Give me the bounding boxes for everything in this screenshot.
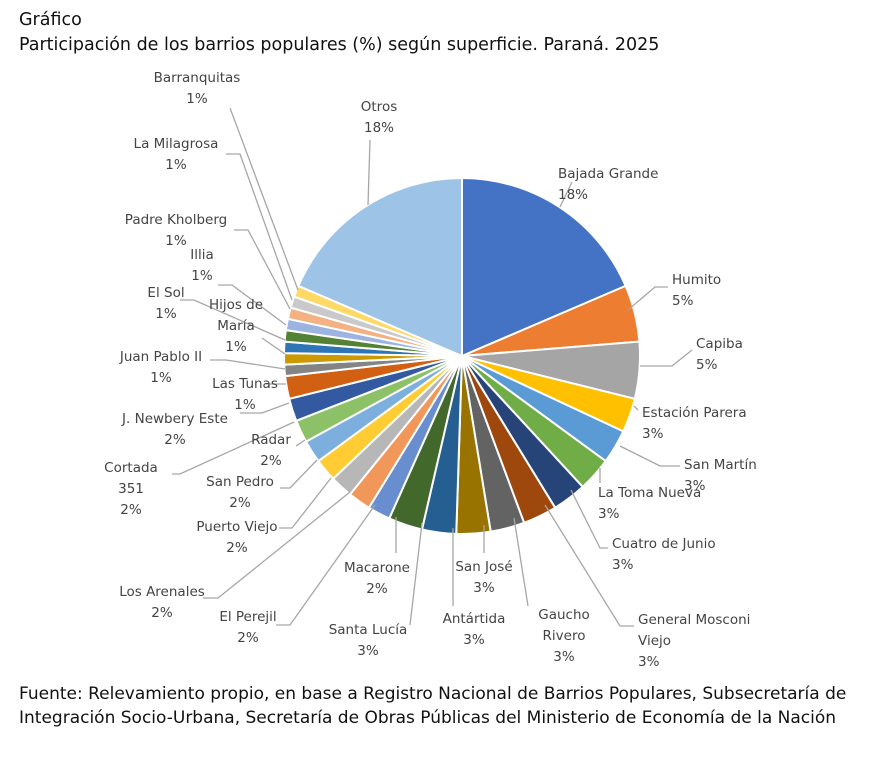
pie-slice <box>297 176 463 358</box>
slice-label: El Perejil 2% <box>219 609 276 646</box>
slice-label: Barranquitas 1% <box>154 70 241 107</box>
slice-label: Bajada Grande 18% <box>558 166 658 203</box>
slice-label: Humito 5% <box>672 272 721 309</box>
slice-label: Estación Parera 3% <box>642 405 747 442</box>
source-note-line-2: Integración Socio-Urbana, Secretaría de … <box>19 708 837 728</box>
leader-line <box>203 491 351 599</box>
slice-label: Santa Lucía 3% <box>329 622 408 659</box>
figure-label: Gráfico <box>19 10 82 30</box>
slice-label: Padre Kholberg 1% <box>125 212 227 249</box>
slice-label: General Mosconi Viejo 3% <box>638 612 750 670</box>
slice-labels: Bajada Grande 18% Humito 5% Capiba 5% Estación… <box>104 70 757 670</box>
slice-label: El Sol 1% <box>147 285 184 322</box>
leader-line <box>210 359 286 370</box>
leader-line <box>367 139 371 206</box>
leader-line <box>172 421 295 475</box>
leader-line <box>640 349 693 367</box>
leader-line <box>570 489 608 549</box>
leader-line <box>279 477 332 529</box>
leader-line <box>559 181 573 208</box>
slice-label: Cuatro de Junio 3% <box>612 536 716 573</box>
slice-label: Otros 18% <box>361 99 397 136</box>
slice-label: Las Tunas 1% <box>212 376 278 413</box>
slice-label: Illia 1% <box>190 247 214 284</box>
leader-line <box>295 439 306 447</box>
leader-line <box>261 337 286 355</box>
leader-line <box>409 522 423 626</box>
slice-label: Gaucho Rivero 3% <box>538 607 590 665</box>
leader-line <box>180 299 286 341</box>
slice-label: San Martín 3% <box>684 457 757 494</box>
slice-label: La Milagrosa 1% <box>134 136 219 173</box>
pie-chart: Bajada Grande 18% Humito 5% Capiba 5% Estación… <box>104 70 757 670</box>
leader-line <box>276 504 376 626</box>
leader-line <box>619 445 680 467</box>
source-note-line-1: Fuente: Relevamiento propio, en base a R… <box>19 684 847 704</box>
slice-label: Hijos de María 1% <box>209 297 263 355</box>
leader-line <box>633 405 639 411</box>
slice-label: Los Arenales 2% <box>119 584 205 621</box>
chart-title: Participación de los barrios populares (… <box>19 35 660 55</box>
slice-label: Antártida 3% <box>443 611 506 648</box>
pie-slice <box>461 176 627 358</box>
leader-line <box>513 517 529 607</box>
leader-line <box>280 459 318 489</box>
leader-line <box>240 402 290 414</box>
slice-label: San Pedro 2% <box>206 474 274 511</box>
leader-line <box>226 153 293 301</box>
leader-line <box>544 504 634 627</box>
leader-line <box>627 286 668 311</box>
slice-label: La Toma Nueva 3% <box>598 485 701 522</box>
slice-label: San José 3% <box>455 559 512 596</box>
leader-line <box>229 107 299 291</box>
leader-line <box>218 284 287 326</box>
leader-line <box>234 229 291 310</box>
leader-lines <box>172 107 693 627</box>
slice-label: J. Newbery Este 2% <box>121 411 228 448</box>
slice-label: Macarone 2% <box>344 560 410 597</box>
slice-label: Radar 2% <box>251 432 291 469</box>
slice-label: Cortada 351 2% <box>104 460 158 518</box>
slice-label: Capiba 5% <box>696 336 743 373</box>
pie-slices <box>282 176 641 535</box>
slice-label: Juan Pablo II 1% <box>119 349 202 386</box>
slice-label: Puerto Viejo 2% <box>196 519 277 556</box>
